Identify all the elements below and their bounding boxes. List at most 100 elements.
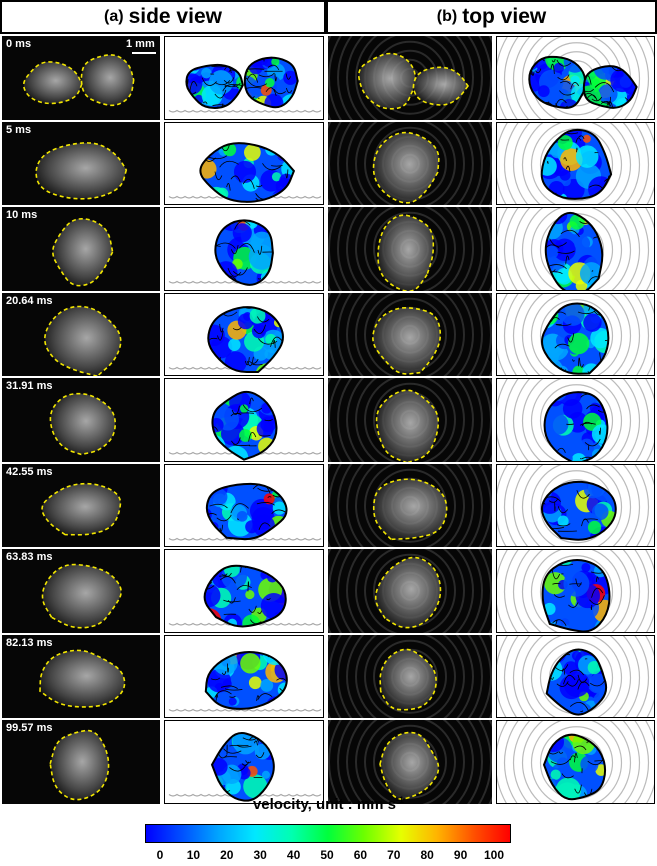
timestamp-label: 99.57 ms <box>6 722 53 734</box>
side-flow-frame <box>164 378 324 462</box>
side-flow-frame <box>164 292 324 376</box>
side-view-header: (a) side view <box>0 0 326 34</box>
timestamp-label: 0 ms <box>6 38 32 50</box>
droplet-outline <box>211 390 278 461</box>
top-flow-frame <box>496 463 655 547</box>
side-flow-image <box>168 564 322 628</box>
side-flow-image <box>168 650 322 712</box>
droplet-outline <box>205 482 288 540</box>
top-photo-image <box>328 634 492 718</box>
top-photo-image <box>328 378 492 462</box>
top-flow-frame <box>496 549 655 633</box>
droplet-outline <box>185 63 244 110</box>
side-flow-frame <box>164 36 324 120</box>
side-photo-frame: 20.64 ms <box>2 292 160 376</box>
top-flow-frame <box>496 720 655 804</box>
top-flow-frame <box>496 634 655 718</box>
side-photo-frame: 31.91 ms <box>2 378 160 462</box>
side-photo-image <box>52 217 114 287</box>
side-photo-image <box>49 392 117 456</box>
side-photo-frame: 82.13 ms <box>2 634 160 718</box>
top-flow-frame <box>496 292 655 376</box>
top-view-letter: (b) <box>436 8 458 25</box>
droplet-outline <box>541 559 611 632</box>
colorbar-tick-label: 0 <box>156 848 164 862</box>
droplet-outline <box>204 650 288 710</box>
droplet-outline <box>52 217 114 287</box>
colorbar-segment <box>291 825 329 842</box>
side-photo-frame: 63.83 ms <box>2 549 160 633</box>
droplet-outline <box>357 52 417 110</box>
top-photo-frame <box>328 292 492 376</box>
droplet-outline <box>543 391 609 461</box>
droplet-outline <box>582 65 638 109</box>
timestamp-label: 63.83 ms <box>6 551 53 563</box>
droplet-outline <box>22 61 83 105</box>
top-flow-image <box>497 37 654 119</box>
droplet-outline <box>44 305 122 376</box>
droplet-outline <box>203 564 287 628</box>
droplet-outline <box>540 128 613 200</box>
top-flow-image <box>497 293 654 376</box>
colorbar-tick-label: 10 <box>186 848 201 862</box>
side-flow-frame <box>164 634 324 718</box>
colorbar-tick-label: 60 <box>353 848 368 862</box>
top-photo-image <box>328 720 492 804</box>
velocity-colorbar <box>145 824 511 843</box>
droplet-outline <box>199 141 296 203</box>
colorbar-segment <box>437 825 474 842</box>
top-flow-frame <box>496 121 655 205</box>
droplet-outline <box>214 219 274 286</box>
side-photo-frame: 5 ms <box>2 121 160 205</box>
colorbar-segment <box>364 825 401 842</box>
colorbar-tick-label: 50 <box>320 848 334 862</box>
side-photo-frame: 0 ms 1 mm <box>2 36 160 120</box>
droplet-outline <box>210 732 275 802</box>
scale-bar <box>132 52 156 54</box>
side-photo-frame: 99.57 ms <box>2 720 160 804</box>
side-flow-image <box>168 141 322 203</box>
top-photo-image <box>328 121 492 205</box>
side-photo-image <box>49 729 110 801</box>
top-flow-image <box>497 721 654 803</box>
droplet-outline <box>41 482 122 536</box>
side-flow-image <box>168 305 322 373</box>
side-flow-frame <box>164 207 324 291</box>
droplet-outline <box>541 302 610 375</box>
top-photo-image <box>328 36 492 120</box>
droplet-outline <box>545 648 608 716</box>
top-photo-image <box>328 549 492 633</box>
top-photo-frame <box>328 634 492 718</box>
top-flow-image <box>497 635 654 718</box>
side-flow-frame <box>164 463 324 547</box>
droplet-outline <box>80 54 135 107</box>
side-flow-frame <box>164 121 324 205</box>
top-flow-image <box>497 464 654 547</box>
droplet-outline <box>375 389 440 462</box>
colorbar-segment <box>255 825 292 842</box>
side-view-letter: (a) <box>104 8 124 25</box>
top-photo-frame <box>328 549 492 633</box>
side-flow-frame <box>164 549 324 633</box>
side-flow-frame <box>164 720 324 804</box>
top-photo-frame <box>328 207 492 291</box>
droplet-outline <box>243 56 299 109</box>
timestamp-label: 10 ms <box>6 209 38 221</box>
droplet-outline <box>379 731 440 800</box>
droplet-outline <box>39 649 126 708</box>
droplet-outline <box>379 648 437 711</box>
side-photo-image <box>41 482 122 536</box>
side-photo-image <box>41 563 122 629</box>
droplet-outline <box>41 563 122 629</box>
top-flow-image <box>497 379 654 461</box>
colorbar-segment <box>182 825 219 842</box>
top-photo-frame <box>328 720 492 804</box>
timestamp-label: 20.64 ms <box>6 294 53 307</box>
side-photo-image <box>22 54 135 107</box>
scale-bar-label: 1 mm <box>126 38 155 50</box>
colorbar-segment <box>328 825 365 842</box>
colorbar-tick-label: 30 <box>253 848 267 862</box>
top-photo-frame <box>328 463 492 547</box>
velocity-label: velocity, unit : mm s-1 <box>0 795 657 813</box>
side-flow-image <box>168 390 322 461</box>
